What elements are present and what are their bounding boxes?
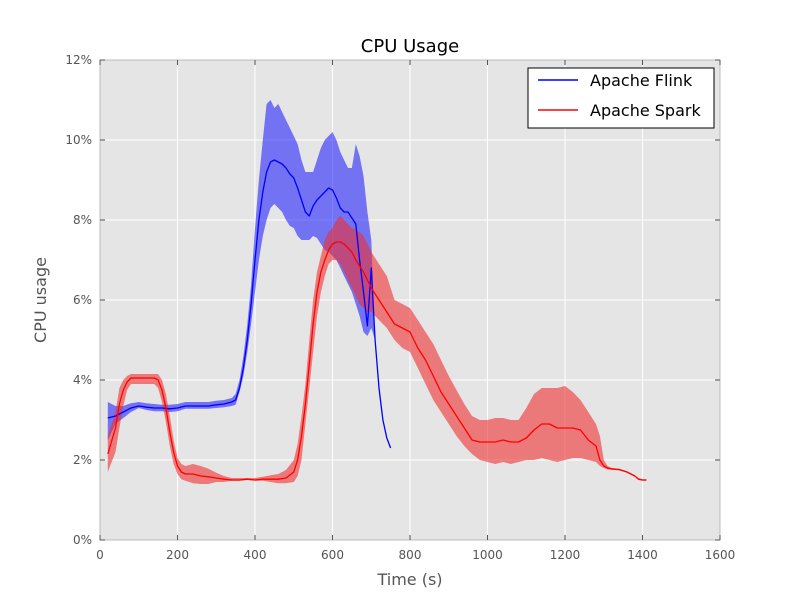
band-apache-flink	[107, 100, 391, 448]
legend: Apache Flink Apache Spark	[527, 67, 715, 129]
band-apache-spark	[107, 216, 647, 484]
x-tick-label: 1000	[472, 548, 503, 562]
confidence-bands	[107, 100, 647, 484]
x-axis-label: Time (s)	[376, 570, 442, 589]
legend-label-flink: Apache Flink	[590, 71, 693, 90]
x-tick-labels: 0 200 400 600 800 1000 1200 1400 1600	[96, 548, 735, 562]
line-apache-flink	[107, 159, 392, 449]
x-tick-label: 800	[399, 548, 422, 562]
y-axis-label: CPU usage	[31, 257, 50, 343]
y-tick-label: 8%	[73, 213, 92, 227]
x-tick-label: 1400	[627, 548, 658, 562]
x-tick-label: 1200	[550, 548, 581, 562]
axis-ticks	[99, 59, 721, 541]
y-tick-label: 6%	[73, 293, 92, 307]
x-tick-label: 0	[96, 548, 104, 562]
y-tick-label: 2%	[73, 453, 92, 467]
x-tick-label: 1600	[705, 548, 736, 562]
x-tick-label: 200	[166, 548, 189, 562]
x-tick-label: 400	[244, 548, 267, 562]
line-apache-spark	[107, 241, 647, 481]
series-lines	[107, 159, 647, 481]
y-tick-label: 10%	[65, 133, 92, 147]
y-tick-label: 0%	[73, 533, 92, 547]
legend-label-spark: Apache Spark	[590, 101, 701, 120]
x-tick-label: 600	[321, 548, 344, 562]
y-tick-label: 12%	[65, 53, 92, 67]
y-tick-label: 4%	[73, 373, 92, 387]
legend-box	[527, 67, 715, 129]
y-tick-labels: 0% 2% 4% 6% 8% 10% 12%	[65, 53, 92, 547]
chart-title: CPU Usage	[361, 36, 459, 57]
